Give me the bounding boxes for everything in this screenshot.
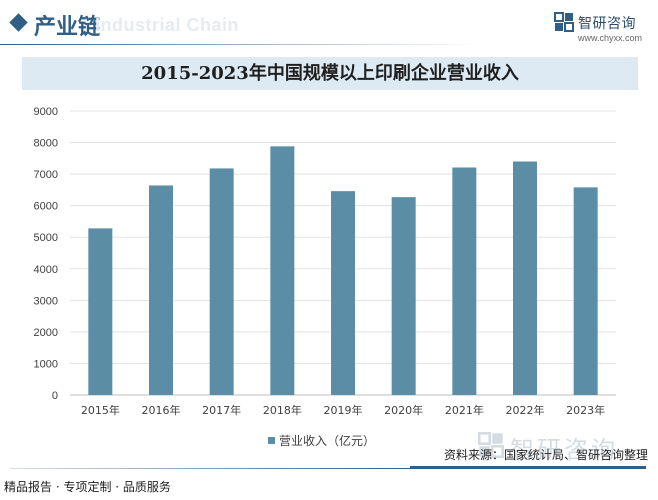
bar-2022年	[513, 161, 537, 395]
bar-2017年	[209, 168, 234, 395]
x-tick-label: 2017年	[202, 403, 241, 417]
brand: 智研咨询 www.chyxx.com	[554, 12, 646, 48]
footer-tagline: 精品报告 · 专项定制 · 品质服务	[4, 480, 171, 494]
header: 产业链 Industrial Chain 智研咨询 www.chyxx.com	[0, 0, 658, 50]
x-tick-label: 2015年	[81, 403, 120, 417]
bar-2019年	[331, 191, 355, 395]
brand-logo-icon	[554, 12, 574, 32]
bars	[88, 146, 598, 395]
y-tick-label: 4000	[34, 264, 58, 276]
diamond-icon	[9, 13, 28, 32]
brand-name: 智研咨询	[578, 16, 636, 32]
chart-title-bar: 2015-2023年中国规模以上印刷企业营业收入	[22, 57, 638, 90]
x-tick-label: 2022年	[506, 403, 545, 417]
y-tick-label: 1000	[34, 358, 58, 370]
y-tick-label: 5000	[34, 232, 58, 244]
section-subtitle: Industrial Chain	[95, 15, 240, 35]
legend-swatch	[268, 437, 275, 444]
section-title: 产业链	[34, 14, 101, 40]
x-tick-label: 2021年	[445, 403, 484, 417]
bar-2020年	[391, 197, 416, 395]
x-tick-label: 2023年	[566, 403, 605, 417]
x-tick-label: 2019年	[324, 403, 363, 417]
watermark-brand: 智研咨询	[478, 432, 628, 464]
bar-2016年	[149, 185, 173, 395]
bar-2021年	[452, 167, 477, 395]
footer-accent-bar	[410, 466, 646, 469]
data-source: 资料来源：国家统计局、智研咨询整理	[443, 448, 648, 462]
x-tick-label: 2020年	[384, 403, 423, 417]
watermark-logo-icon	[478, 432, 504, 458]
bar-2015年	[88, 228, 113, 395]
y-tick-label: 3000	[34, 295, 58, 307]
bar-chart: 0 1000 2000 3000 4000 5000 6000 7000 8000 9000 20…	[34, 106, 616, 417]
header-divider	[0, 44, 480, 45]
legend: 营业收入（亿元）	[268, 432, 375, 449]
brand-url: www.chyxx.com	[578, 33, 643, 43]
bar-2023年	[573, 187, 598, 395]
y-tick-label: 0	[52, 390, 58, 402]
y-axis-ticks: 0 1000 2000 3000 4000 5000 6000 7000 8000 9000	[34, 106, 58, 402]
y-tick-label: 9000	[34, 106, 58, 118]
x-tick-label: 2016年	[142, 403, 181, 417]
x-axis-ticks: 2015年 2016年 2017年 2018年 2019年 2020年 2021年 2022年…	[81, 403, 605, 417]
chart-title: 2015-2023年中国规模以上印刷企业营业收入	[141, 63, 519, 84]
y-tick-label: 7000	[34, 169, 58, 181]
footer-divider	[10, 468, 410, 469]
bar-2018年	[270, 146, 295, 395]
y-tick-label: 2000	[34, 327, 58, 339]
y-tick-label: 8000	[34, 138, 58, 150]
x-tick-label: 2018年	[263, 403, 302, 417]
legend-label: 营业收入（亿元）	[279, 434, 376, 448]
watermark-brand-name: 智研咨询	[510, 436, 618, 464]
y-tick-label: 6000	[34, 201, 58, 213]
